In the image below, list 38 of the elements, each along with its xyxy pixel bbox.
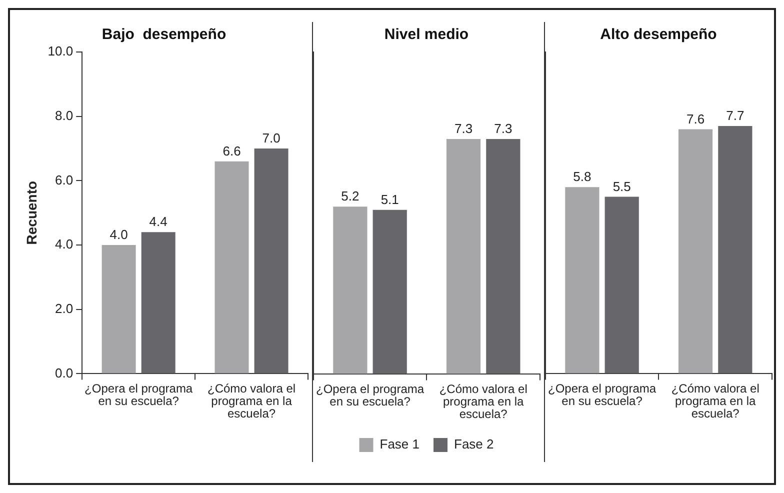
legend-label: Fase 2 bbox=[454, 436, 494, 452]
y-tick-label: 2.0 bbox=[55, 300, 74, 316]
x-tick-label: ¿Cómo valora el programa en la escuela? bbox=[208, 381, 296, 421]
y-tick-label: 0.0 bbox=[55, 365, 74, 380]
data-label: 5.5 bbox=[612, 178, 631, 194]
bar bbox=[102, 245, 136, 374]
data-label: 7.3 bbox=[454, 121, 473, 136]
bar bbox=[678, 129, 713, 374]
data-label: 5.1 bbox=[380, 192, 399, 207]
y-tick-label: 8.0 bbox=[55, 108, 74, 123]
x-tick-label: ¿Opera el programa en su escuela? bbox=[548, 381, 656, 408]
x-tick-label: ¿Cómo valora el programa en la escuela? bbox=[439, 382, 528, 422]
data-label: 6.6 bbox=[222, 143, 241, 158]
data-label: 7.0 bbox=[262, 130, 280, 146]
data-label: 4.4 bbox=[149, 214, 168, 230]
data-label: 5.2 bbox=[341, 188, 360, 204]
y-tick-label: 6.0 bbox=[55, 172, 74, 188]
bar bbox=[718, 126, 752, 374]
x-tick-label: ¿Opera el programa en su escuela? bbox=[316, 382, 424, 408]
x-tick-label: ¿Cómo valora el programa en la escuela? bbox=[671, 381, 760, 421]
bar bbox=[604, 196, 639, 374]
data-label: 4.0 bbox=[110, 227, 128, 242]
y-axis-title: Recuento bbox=[23, 180, 40, 245]
data-label: 7.3 bbox=[494, 121, 512, 136]
chart-title: Bajo desempeño bbox=[102, 26, 226, 44]
data-label: 5.8 bbox=[573, 169, 592, 184]
data-label: 7.7 bbox=[726, 108, 744, 124]
y-tick-label: 4.0 bbox=[55, 236, 74, 252]
bar bbox=[214, 161, 249, 374]
bar bbox=[254, 148, 288, 374]
legend-label: Fase 1 bbox=[380, 436, 420, 452]
chart-title: Nivel medio bbox=[384, 26, 469, 44]
y-tick-label: 10.0 bbox=[48, 44, 74, 59]
chart-title: Alto desempeño bbox=[600, 26, 717, 44]
data-label: 7.6 bbox=[686, 111, 705, 126]
bar bbox=[565, 187, 600, 374]
x-tick-label: ¿Opera el programa en su escuela? bbox=[84, 381, 193, 408]
bar bbox=[141, 232, 176, 374]
